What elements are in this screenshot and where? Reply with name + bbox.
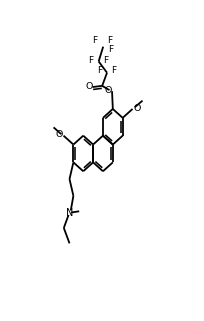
Text: F: F (92, 36, 98, 45)
Text: O: O (55, 130, 63, 139)
Text: O: O (134, 104, 141, 113)
Text: N: N (66, 207, 73, 218)
Text: F: F (89, 56, 94, 65)
Text: O: O (105, 86, 112, 95)
Text: F: F (97, 66, 102, 75)
Text: F: F (107, 36, 112, 45)
Text: O: O (86, 82, 93, 91)
Text: F: F (109, 45, 114, 54)
Text: F: F (103, 56, 108, 65)
Text: F: F (111, 66, 116, 75)
